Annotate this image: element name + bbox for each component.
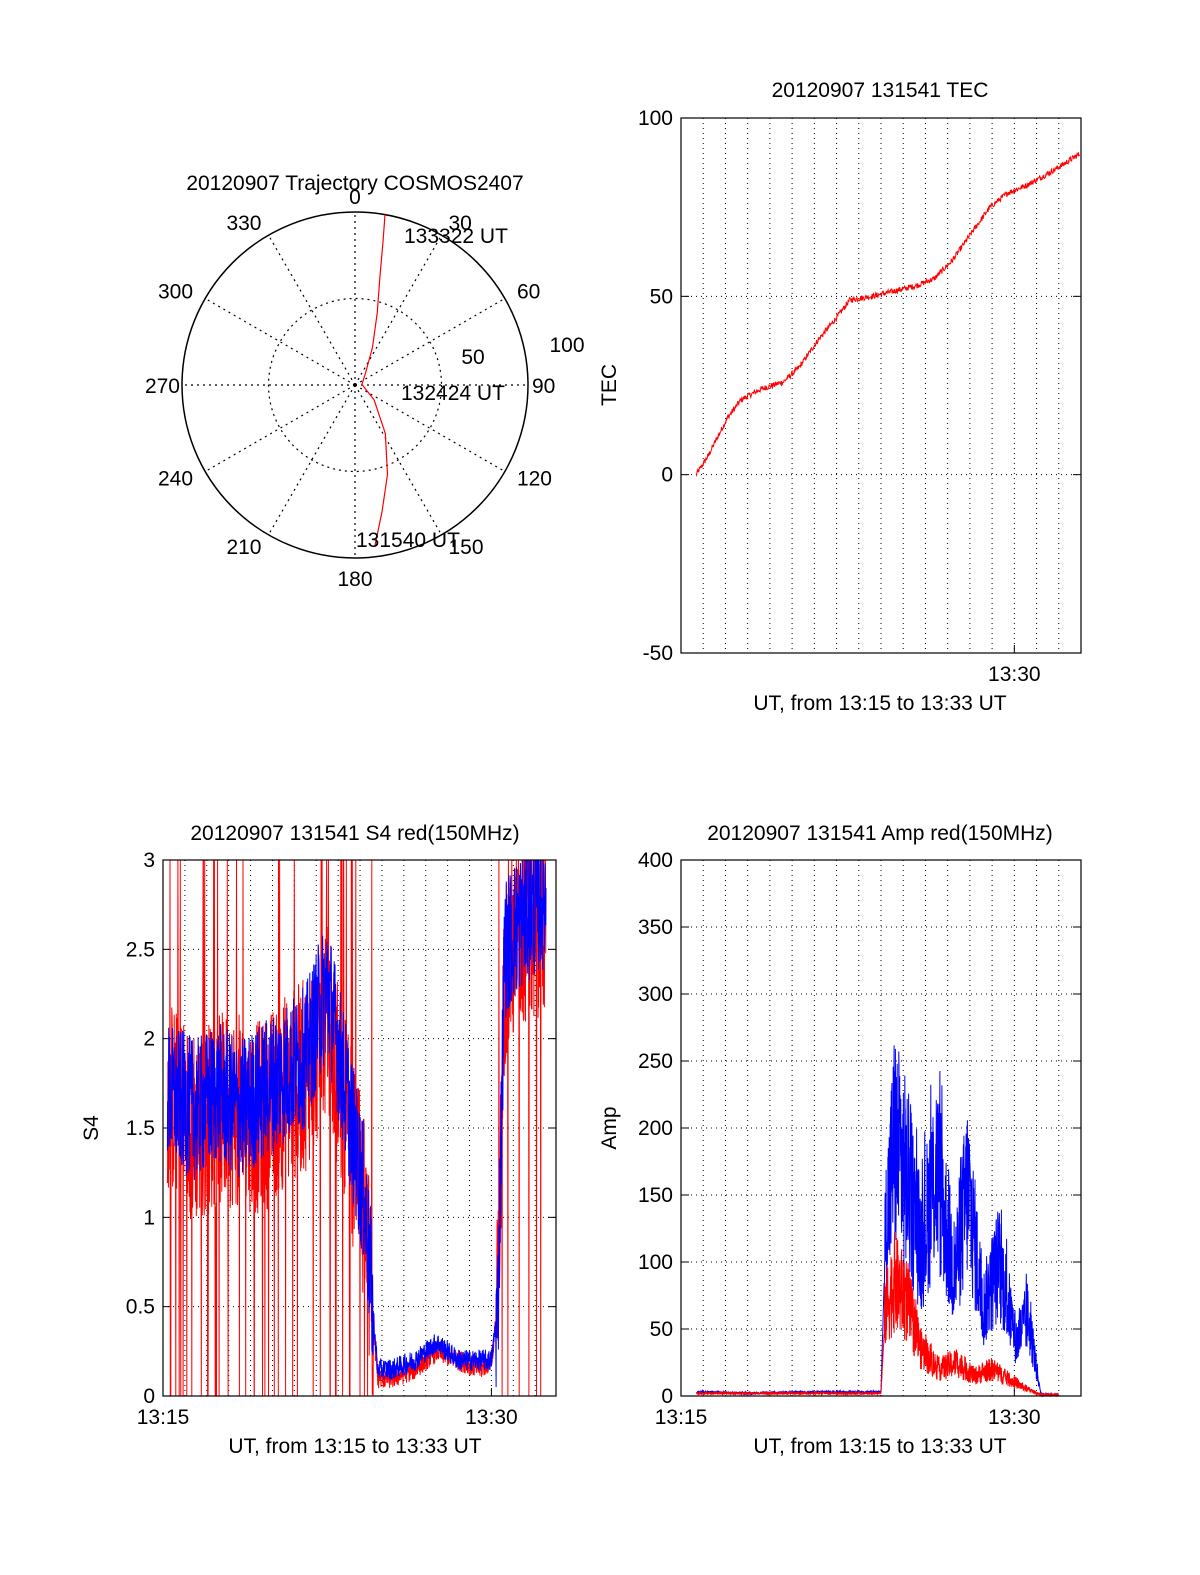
tec-ytick-label: 0: [661, 464, 673, 487]
s4-ytick-label: 0: [143, 1385, 155, 1408]
s4-ytick-label: 1: [143, 1206, 155, 1229]
tec-series-line: [695, 152, 1081, 478]
amp-xtick-label: 13:30: [988, 1406, 1041, 1429]
s4-ylabel: S4: [80, 1115, 103, 1141]
polar-spoke-150: [354, 384, 443, 536]
azimuth-label-180: 180: [337, 568, 372, 591]
polar-spoke-120: [354, 384, 506, 473]
polar-azimuth-labels: 0 30 60 90 120 150 180 210 240 270 300 330: [145, 186, 555, 591]
amp-ytick-label: 350: [638, 916, 673, 939]
amp-ytick-label: 100: [638, 1251, 673, 1274]
azimuth-label-90: 90: [532, 375, 555, 398]
tec-panel: 20120907 131541 TEC 100 50 0 -50 13:30 TEC U…: [598, 79, 1082, 715]
amp-title: 20120907 131541 Amp red(150MHz): [707, 822, 1053, 845]
time-label-mid: 132424 UT: [401, 382, 505, 405]
polar-grid: [182, 212, 528, 558]
azimuth-label-270: 270: [145, 375, 180, 398]
amp-ytick-label: 50: [650, 1318, 673, 1341]
amp-blue-series-line: [696, 1045, 1060, 1398]
azimuth-label-150: 150: [449, 536, 484, 559]
azimuth-label-240: 240: [158, 468, 193, 491]
tec-xlabel: UT, from 13:15 to 13:33 UT: [753, 692, 1006, 715]
amp-panel: 20120907 131541 Amp red(150MHz) 400 350 30…: [598, 822, 1082, 1458]
amp-ytick-label: 300: [638, 983, 673, 1006]
tec-xtick-label: 13:30: [988, 663, 1041, 686]
polar-trajectory: [361, 214, 389, 547]
azimuth-label-330: 330: [226, 212, 261, 235]
tec-ytick-label: 50: [650, 285, 673, 308]
s4-blue-series-line: [166, 859, 547, 1388]
polar-spoke-60: [354, 297, 506, 386]
s4-panel: 20120907 131541 S4 red(150MHz) 3 2.5 2 1.5 1…: [80, 822, 557, 1458]
amp-plot-area: 400 350 300 250 200 150 100 50 013:15 13:30: [638, 849, 1082, 1429]
time-label-start: 131540 UT: [356, 529, 460, 552]
s4-ytick-label: 1.5: [126, 1117, 155, 1140]
tec-title: 20120907 131541 TEC: [772, 79, 989, 102]
s4-xtick-label: 13:15: [137, 1406, 190, 1429]
polar-spoke-240: [204, 384, 356, 473]
tec-ytick-label: 100: [638, 107, 673, 130]
ring-label-50: 50: [461, 346, 484, 369]
polar-spoke-210: [267, 384, 356, 536]
s4-ytick-label: 0.5: [126, 1296, 155, 1319]
polar-outer-ring: [181, 211, 529, 559]
s4-ytick-label: 2.5: [126, 938, 155, 961]
s4-frame: [162, 859, 557, 1397]
azimuth-label-30: 30: [449, 212, 472, 235]
azimuth-label-0: 0: [349, 186, 361, 209]
s4-xlabel: UT, from 13:15 to 13:33 UT: [228, 1435, 481, 1458]
tec-frame: [680, 117, 1082, 654]
time-label-end: 133322 UT: [404, 225, 508, 248]
amp-ytick-label: 400: [638, 849, 673, 872]
tec-ytick-label: -50: [643, 642, 673, 665]
azimuth-label-60: 60: [517, 281, 540, 304]
s4-title: 20120907 131541 S4 red(150MHz): [190, 822, 519, 845]
amp-ytick-label: 0: [661, 1385, 673, 1408]
s4-xtick-label: 13:30: [465, 1406, 518, 1429]
ring-label-100: 100: [549, 334, 584, 357]
amp-frame: [680, 859, 1082, 1397]
s4-ytick-label: 3: [143, 849, 155, 872]
polar-spoke-30: [354, 234, 443, 386]
azimuth-label-120: 120: [517, 468, 552, 491]
tec-ylabel: TEC: [598, 364, 621, 406]
amp-xlabel: UT, from 13:15 to 13:33 UT: [753, 1435, 1006, 1458]
amp-ytick-label: 150: [638, 1184, 673, 1207]
azimuth-label-210: 210: [226, 536, 261, 559]
polar-trajectory-line: [361, 214, 389, 547]
polar-panel: 20120907 Trajectory COSMOS2407 0 30 60 90 12…: [145, 172, 585, 591]
s4-ytick-label: 2: [143, 1028, 155, 1051]
amp-ytick-label: 200: [638, 1117, 673, 1140]
tec-plot-area: 100 50 0 -50 13:30: [638, 107, 1082, 686]
azimuth-label-300: 300: [158, 281, 193, 304]
amp-red-series-line: [696, 1231, 1060, 1398]
amp-ytick-label: 250: [638, 1050, 673, 1073]
amp-xtick-label: 13:15: [655, 1406, 708, 1429]
polar-title: 20120907 Trajectory COSMOS2407: [186, 172, 523, 195]
s4-plot-area: 3 2.5 2 1.5 1 0.5 013:15 13:30: [126, 849, 557, 1429]
polar-spoke-330: [267, 234, 356, 386]
amp-ylabel: Amp: [598, 1106, 621, 1149]
polar-spoke-300: [204, 297, 356, 386]
polar-ring-50: [267, 297, 443, 473]
